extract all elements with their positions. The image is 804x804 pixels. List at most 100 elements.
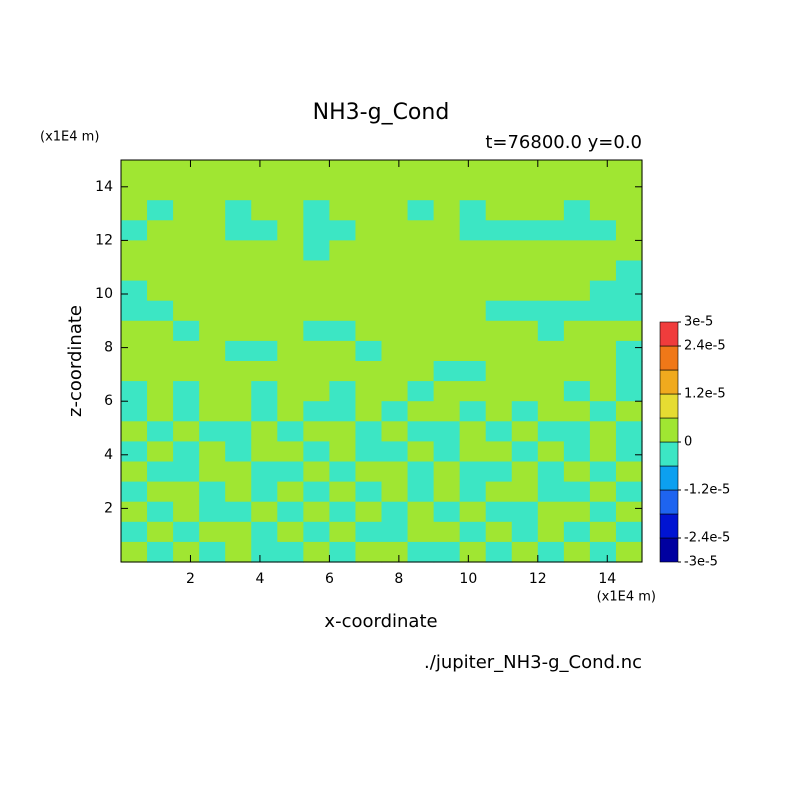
field-cell: [225, 501, 252, 523]
field-cell: [615, 320, 643, 342]
field-cell: [251, 180, 278, 201]
field-cell: [563, 280, 591, 302]
field-cell: [589, 200, 617, 221]
field-cell: [355, 240, 383, 262]
field-cell: [277, 361, 304, 382]
field-cell: [511, 361, 539, 382]
field-cell: [147, 280, 174, 302]
field-cell: [537, 260, 565, 282]
field-cell: [511, 441, 539, 463]
field-cell: [329, 260, 357, 282]
field-cell: [459, 461, 487, 483]
field-cell: [225, 481, 252, 503]
field-cell: [277, 200, 304, 221]
field-cell: [485, 320, 513, 342]
field-cell: [381, 280, 409, 302]
field-cell: [485, 461, 513, 483]
field-cell: [277, 220, 304, 241]
field-cell: [277, 300, 304, 322]
field-cell: [147, 381, 174, 402]
colorbar-label: -2.4e-5: [684, 531, 730, 546]
field-cell: [225, 240, 252, 262]
field-cell: [485, 401, 513, 422]
field-cell: [303, 160, 330, 181]
field-cell: [459, 320, 487, 342]
colorbar-box: [659, 537, 679, 563]
field-cell: [511, 521, 539, 543]
field-cell: [199, 200, 226, 221]
field-cell: [511, 541, 539, 563]
field-cell: [589, 300, 617, 322]
field-cell: [537, 220, 565, 241]
field-cell: [303, 401, 330, 422]
field-cell: [225, 441, 252, 463]
field-cell: [589, 340, 617, 362]
field-cell: [615, 220, 643, 241]
field-cell: [615, 541, 643, 563]
field-cell: [407, 200, 435, 221]
x-axis-label: x-coordinate: [324, 611, 437, 632]
field-cell: [563, 340, 591, 362]
field-cell: [433, 481, 461, 503]
field-cell: [433, 361, 461, 382]
field-cell: [225, 461, 252, 483]
field-cell: [303, 461, 330, 483]
field-cell: [147, 481, 174, 503]
field-cell: [225, 421, 252, 442]
field-cell: [173, 340, 200, 362]
field-cell: [589, 180, 617, 201]
field-cell: [407, 180, 435, 201]
field-cell: [303, 260, 330, 282]
field-cell: [329, 160, 357, 181]
field-cell: [537, 300, 565, 322]
field-cell: [459, 481, 487, 503]
field-cell: [407, 320, 435, 342]
field-cell: [511, 200, 539, 221]
field-cell: [615, 521, 643, 543]
field-cell: [277, 180, 304, 201]
field-cell: [251, 521, 278, 543]
field-cell: [459, 280, 487, 302]
field-cell: [251, 461, 278, 483]
field-cell: [173, 361, 200, 382]
field-cell: [147, 361, 174, 382]
field-cell: [563, 260, 591, 282]
field-cell: [381, 260, 409, 282]
field-cell: [381, 481, 409, 503]
y-tick-label: 6: [104, 393, 113, 409]
colorbar-box: [659, 465, 679, 491]
field-cell: [615, 240, 643, 262]
field-cell: [173, 160, 200, 181]
field-cell: [329, 280, 357, 302]
field-cell: [511, 501, 539, 523]
field-cell: [251, 340, 278, 362]
field-cell: [381, 441, 409, 463]
colorbar-box: [659, 345, 679, 371]
field-cell: [329, 300, 357, 322]
field-cell: [589, 280, 617, 302]
field-cell: [433, 220, 461, 241]
field-cell: [563, 361, 591, 382]
field-cell: [329, 240, 357, 262]
field-cell: [433, 320, 461, 342]
field-cell: [433, 441, 461, 463]
field-cell: [329, 381, 357, 402]
field-cell: [485, 240, 513, 262]
field-cell: [329, 541, 357, 563]
field-cell: [355, 421, 383, 442]
field-cell: [277, 461, 304, 483]
field-cell: [459, 260, 487, 282]
field-cell: [355, 541, 383, 563]
field-cell: [251, 501, 278, 523]
field-cell: [459, 160, 487, 181]
field-cell: [615, 481, 643, 503]
field-cell: [589, 501, 617, 523]
field-cell: [537, 180, 565, 201]
field-cell: [147, 260, 174, 282]
field-cell: [511, 220, 539, 241]
field-cell: [433, 421, 461, 442]
source-label: ./jupiter_NH3-g_Cond.nc: [424, 652, 642, 673]
field-cell: [459, 300, 487, 322]
field-cell: [355, 481, 383, 503]
field-cell: [511, 320, 539, 342]
